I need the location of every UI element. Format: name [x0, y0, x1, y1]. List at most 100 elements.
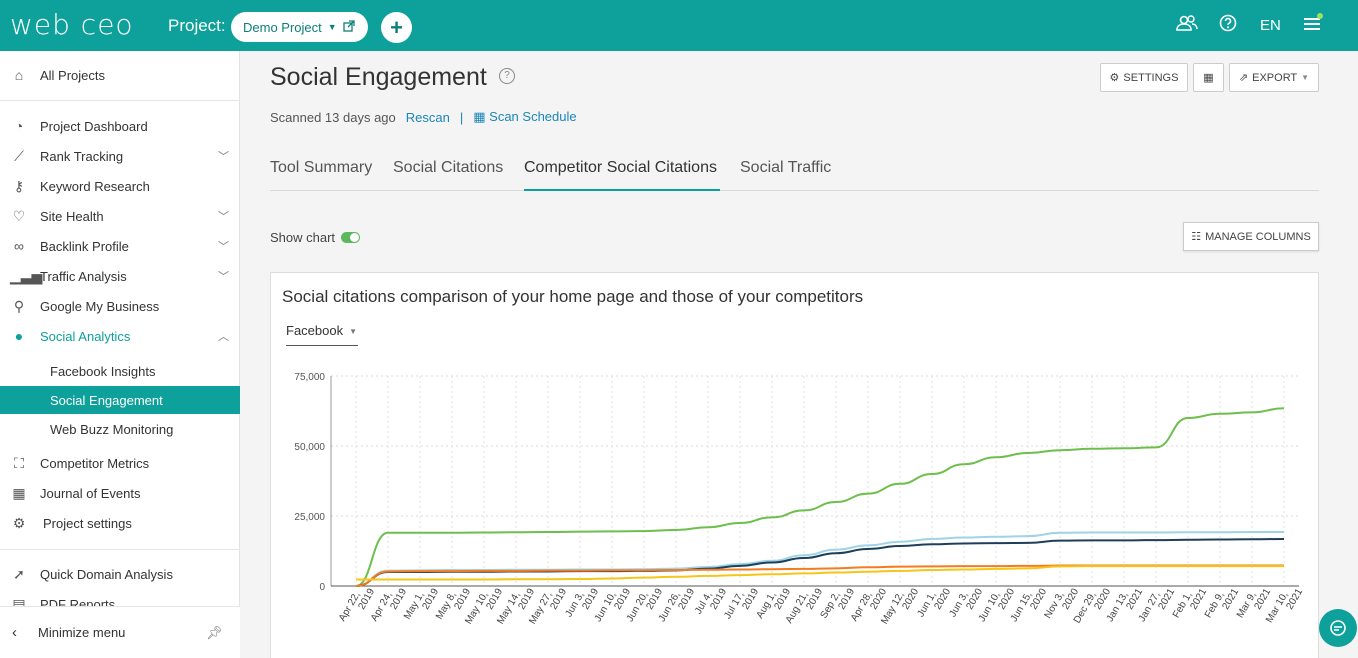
- x-tick-label: Apr 24,2019: [369, 581, 409, 629]
- minimize-menu-label: Minimize menu: [38, 625, 126, 640]
- rescan-link[interactable]: Rescan: [405, 109, 450, 125]
- sidebar-item-project-settings[interactable]: ⚙ Project settings: [0, 508, 240, 538]
- manage-columns-button[interactable]: ☷ MANAGE COLUMNS: [1183, 222, 1319, 251]
- sidebar-item-traffic-analysis[interactable]: ▁▃▅ Traffic Analysis ﹀: [0, 261, 240, 291]
- project-name: Demo Project: [243, 19, 322, 35]
- x-tick-label: Jan 13,2021: [1105, 581, 1146, 629]
- tab-competitor-social-citations[interactable]: Competitor Social Citations: [524, 159, 717, 176]
- home-icon: ⌂: [14, 67, 24, 83]
- x-tick-label: Jul 17,2019: [722, 581, 761, 627]
- chat-icon[interactable]: [1319, 609, 1357, 647]
- settings-button[interactable]: ⚙ SETTINGS: [1100, 63, 1188, 92]
- network-select[interactable]: Facebook ▼: [286, 323, 358, 346]
- sidebar-item-rank-tracking[interactable]: ⟋ Rank Tracking ﹀: [0, 141, 240, 171]
- project-selector[interactable]: Demo Project ▼: [231, 12, 368, 42]
- main-content: Social Engagement ? ⚙ SETTINGS ▦ ⇗ EXPOR…: [241, 51, 1358, 658]
- sidebar-item-label: Rank Tracking: [40, 148, 124, 164]
- export-label: EXPORT: [1252, 71, 1298, 84]
- sidebar-item-label: Quick Domain Analysis: [40, 566, 173, 582]
- page-title: Social Engagement: [270, 63, 487, 91]
- sidebar-item-journal-of-events[interactable]: ▦ Journal of Events: [0, 478, 240, 508]
- show-chart-label: Show chart: [270, 230, 336, 245]
- sidebar-item-google-my-business[interactable]: ⚲ Google My Business: [0, 291, 240, 321]
- external-link-icon[interactable]: [343, 19, 355, 35]
- bars-icon: ▁▃▅: [10, 267, 43, 284]
- logo[interactable]: web ceo: [10, 8, 134, 41]
- add-project-button[interactable]: +: [381, 12, 412, 43]
- sidebar-item-label: Competitor Metrics: [40, 455, 150, 471]
- x-tick-label: Jun 20,2019: [625, 581, 666, 629]
- minimize-menu-button[interactable]: ‹ Minimize menu 📌︎: [0, 606, 240, 658]
- x-tick-label: Apr 22,2019: [337, 581, 377, 629]
- chevron-down-icon: ﹀: [218, 211, 229, 223]
- sidebar-item-label: Site Health: [40, 208, 104, 224]
- x-tick-label: May 12,2020: [879, 581, 921, 632]
- link-icon: ∞: [14, 238, 24, 254]
- y-tick-label: 50,000: [294, 442, 325, 453]
- key-icon: ⚷: [13, 177, 25, 194]
- x-tick-label: Feb 1,2021: [1171, 581, 1209, 626]
- dashboard-icon: ◔: [14, 118, 24, 134]
- series-line-3: [355, 564, 1284, 587]
- y-tick-label: 25,000: [294, 512, 325, 523]
- x-tick-label: Jun 10,2020: [977, 581, 1018, 629]
- y-tick-label: 75,000: [294, 372, 325, 383]
- sidebar-item-keyword-research[interactable]: ⚷ Keyword Research: [0, 171, 240, 201]
- sidebar-item-site-health[interactable]: ♡ Site Health ﹀: [0, 201, 240, 231]
- sidebar-item-project-dashboard[interactable]: ◔ Project Dashboard: [0, 111, 240, 141]
- calendar-icon: ▦: [1203, 72, 1214, 84]
- sidebar-item-quick-domain-analysis[interactable]: ➚ Quick Domain Analysis: [0, 559, 240, 589]
- x-tick-label: Jun 26,2019: [657, 581, 698, 629]
- help-icon[interactable]: [1219, 14, 1237, 37]
- language-selector[interactable]: EN: [1260, 17, 1281, 34]
- chart-card: Social citations comparison of your home…: [270, 272, 1319, 658]
- scan-info: Scanned 13 days ago Rescan | ▦ Scan Sche…: [270, 109, 577, 125]
- sidebar-subitem-web-buzz-monitoring[interactable]: Web Buzz Monitoring: [50, 421, 174, 437]
- sidebar-item-competitor-metrics[interactable]: ⛶ Competitor Metrics: [0, 448, 240, 478]
- sidebar-item-label: Project settings: [43, 515, 132, 531]
- x-tick-label: May 10,2019: [463, 581, 505, 632]
- export-button[interactable]: ⇗ EXPORT ▼: [1229, 63, 1319, 92]
- calendar-button[interactable]: ▦: [1193, 63, 1224, 92]
- top-bar: web ceo Project: Demo Project ▼ + EN: [0, 0, 1358, 51]
- show-chart-control[interactable]: Show chart: [270, 230, 361, 245]
- scan-schedule-label: Scan Schedule: [489, 109, 577, 124]
- active-tab-indicator: [524, 189, 720, 191]
- users-icon[interactable]: [1176, 14, 1198, 37]
- x-tick-label: Mar 10,2021: [1264, 581, 1305, 630]
- x-tick-label: Jun 10,2019: [593, 581, 634, 629]
- chart-icon: ⟋: [14, 147, 24, 164]
- tab-social-traffic[interactable]: Social Traffic: [740, 159, 832, 176]
- gear-icon: ⚙: [1109, 72, 1120, 84]
- map-pin-icon: ⚲: [13, 297, 25, 314]
- help-icon[interactable]: ?: [499, 68, 515, 84]
- chevron-down-icon: ﹀: [218, 241, 229, 253]
- menu-icon[interactable]: [1304, 16, 1320, 36]
- columns-icon: ☷: [1191, 231, 1202, 243]
- sidebar-item-backlink-profile[interactable]: ∞ Backlink Profile ﹀: [0, 231, 240, 261]
- binoculars-icon: ⛶: [14, 454, 24, 471]
- divider: [0, 549, 240, 550]
- sidebar-subitem-social-engagement[interactable]: Social Engagement: [0, 386, 240, 414]
- y-tick-label: 0: [319, 582, 325, 593]
- sidebar-item-all-projects[interactable]: ⌂ All Projects: [0, 60, 240, 90]
- chevron-down-icon: ▼: [349, 327, 358, 336]
- calendar-icon: ▦: [473, 109, 490, 124]
- separator: |: [459, 109, 464, 125]
- x-tick-label: Dec 29,2020: [1072, 581, 1114, 631]
- series-line-0: [355, 407, 1285, 587]
- scan-schedule-link[interactable]: ▦ Scan Schedule: [473, 109, 576, 125]
- rocket-icon: ➚: [13, 565, 25, 582]
- divider: [0, 100, 240, 101]
- show-chart-toggle[interactable]: [341, 232, 361, 243]
- tab-tool-summary[interactable]: Tool Summary: [270, 159, 373, 176]
- sidebar-subitem-facebook-insights[interactable]: Facebook Insights: [50, 363, 156, 379]
- sidebar-item-label: Traffic Analysis: [40, 268, 127, 284]
- sidebar-item-social-analytics[interactable]: ● Social Analytics ︿: [0, 321, 240, 351]
- chat-icon: ●: [14, 328, 24, 344]
- series-line-4: [355, 565, 1284, 581]
- tab-social-citations[interactable]: Social Citations: [393, 159, 504, 176]
- pin-icon[interactable]: 📌︎: [206, 624, 223, 640]
- sidebar-item-label: Journal of Events: [40, 485, 141, 501]
